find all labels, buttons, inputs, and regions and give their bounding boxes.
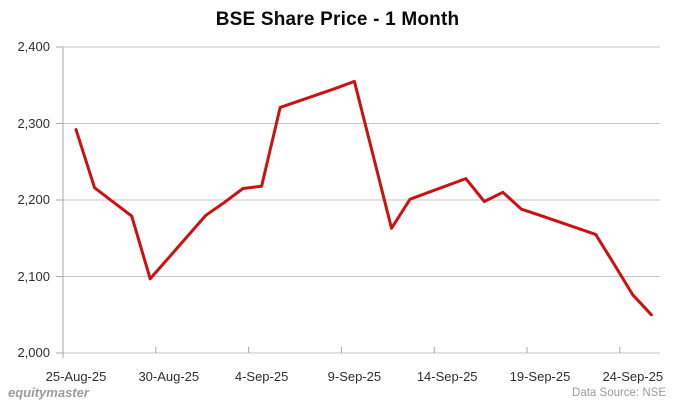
x-axis-label: 9-Sep-25 [327,369,382,384]
price-series [74,79,653,317]
x-axis-label: 30-Aug-25 [138,369,200,384]
price-series-line [74,79,653,317]
chart-title: BSE Share Price - 1 Month [215,9,460,30]
y-axis-label: 2,300 [17,115,50,131]
x-axis-label: 19-Sep-25 [509,369,571,384]
x-axis-label: 25-Aug-25 [45,369,107,384]
axes [56,46,621,358]
x-axis-label: 4-Sep-25 [234,369,289,384]
x-axis-label: 14-Sep-25 [416,369,478,384]
data-source-label: Data Source: NSE [572,387,666,399]
y-axis-label: 2,200 [17,192,50,207]
y-axis-label: 2,100 [17,268,50,284]
y-axis-label: 2,000 [17,345,50,360]
y-axis-label: 2,400 [17,39,50,54]
brand-logo: equitymaster [8,385,89,400]
gridlines [63,46,660,354]
x-axis-label: 24-Sep-25 [602,369,664,384]
